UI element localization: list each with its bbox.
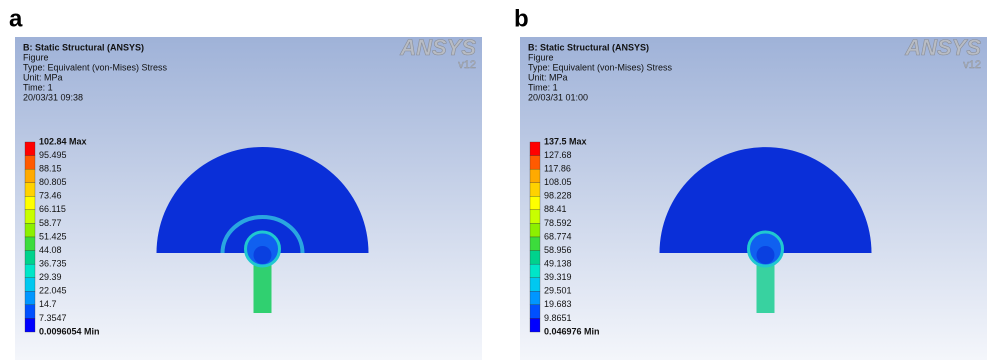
page: {"panels": [ {"label": "a", "header": ["… <box>0 0 987 362</box>
version: v12 <box>458 59 476 71</box>
legend-swatch <box>25 142 35 156</box>
legend-label: 127.68 <box>544 150 572 160</box>
header-line: B: Static Structural (ANSYS) <box>23 42 144 52</box>
legend-swatch <box>530 305 540 319</box>
legend-swatch <box>530 142 540 156</box>
legend-label: 9.8651 <box>544 313 572 323</box>
legend-label: 95.495 <box>39 150 67 160</box>
legend-swatch <box>530 264 540 278</box>
header-line: Time: 1 <box>23 82 53 92</box>
legend-swatch <box>25 223 35 237</box>
header-line: 20/03/31 09:38 <box>23 92 83 102</box>
legend-label: 68.774 <box>544 231 572 241</box>
legend-swatch <box>25 156 35 170</box>
header-line: Type: Equivalent (von-Mises) Stress <box>23 62 168 72</box>
header-line: 20/03/31 01:00 <box>528 92 588 102</box>
panel-label: b <box>514 5 529 32</box>
legend-swatch <box>530 237 540 251</box>
header-line: Type: Equivalent (von-Mises) Stress <box>528 62 673 72</box>
legend-label: 80.805 <box>39 177 67 187</box>
legend-swatch <box>530 156 540 170</box>
legend-swatch <box>25 318 35 332</box>
legend-label: 78.592 <box>544 218 572 228</box>
legend-swatch <box>530 278 540 292</box>
legend-label: 88.15 <box>39 164 62 174</box>
legend-label: 108.05 <box>544 177 572 187</box>
legend-label: 66.115 <box>39 204 66 214</box>
legend-label: 58.956 <box>544 245 572 255</box>
legend-label: 44.08 <box>39 245 62 255</box>
legend-label: 49.138 <box>544 259 572 269</box>
legend-label: 29.501 <box>544 286 572 296</box>
legend-swatch <box>530 291 540 305</box>
legend-label: 39.319 <box>544 272 572 282</box>
panel-label: a <box>9 5 23 32</box>
header-line: Time: 1 <box>528 82 558 92</box>
legend-label: 14.7 <box>39 299 57 309</box>
legend-label: 29.39 <box>39 272 62 282</box>
legend-swatch <box>530 251 540 265</box>
legend-label: 98.228 <box>544 191 572 201</box>
legend-label: 19.683 <box>544 299 572 309</box>
logo: ANSYS <box>399 35 476 60</box>
legend-label: 102.84 Max <box>39 136 87 146</box>
contact-core <box>757 246 775 264</box>
legend-swatch <box>25 251 35 265</box>
legend-label: 51.425 <box>39 231 67 241</box>
legend-swatch <box>25 183 35 197</box>
legend-label: 88.41 <box>544 204 567 214</box>
legend-swatch <box>25 169 35 183</box>
legend-swatch <box>25 237 35 251</box>
legend-swatch <box>25 196 35 210</box>
legend-label: 117.86 <box>544 164 571 174</box>
legend-swatch <box>530 318 540 332</box>
contact-core <box>254 246 272 264</box>
header-line: Unit: MPa <box>23 72 63 82</box>
legend-label: 0.0096054 Min <box>39 326 100 336</box>
header-line: Figure <box>528 52 554 62</box>
legend-swatch <box>25 210 35 224</box>
legend-swatch <box>25 291 35 305</box>
legend-label: 0.046976 Min <box>544 326 600 336</box>
legend-swatch <box>25 305 35 319</box>
legend-swatch <box>530 183 540 197</box>
legend-swatch <box>530 196 540 210</box>
legend-label: 137.5 Max <box>544 136 587 146</box>
legend-swatch <box>25 278 35 292</box>
header-line: B: Static Structural (ANSYS) <box>528 42 649 52</box>
legend-swatch <box>530 169 540 183</box>
legend-swatch <box>530 210 540 224</box>
header-line: Figure <box>23 52 49 62</box>
legend-swatch <box>25 264 35 278</box>
version: v12 <box>963 59 981 71</box>
legend-label: 36.735 <box>39 259 67 269</box>
legend-swatch <box>530 223 540 237</box>
header-line: Unit: MPa <box>528 72 568 82</box>
legend-label: 73.46 <box>39 191 62 201</box>
legend-label: 58.77 <box>39 218 62 228</box>
figure: aB: Static Structural (ANSYS)FigureType:… <box>0 0 987 362</box>
logo: ANSYS <box>904 35 981 60</box>
legend-label: 22.045 <box>39 286 67 296</box>
legend-label: 7.3547 <box>39 313 67 323</box>
